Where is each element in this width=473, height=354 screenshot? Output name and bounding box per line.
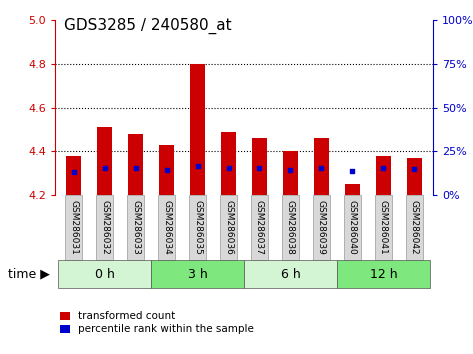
- Bar: [128, 134, 143, 195]
- Bar: [190, 64, 205, 195]
- Bar: [283, 151, 298, 195]
- Bar: [97, 127, 112, 195]
- Text: GSM286038: GSM286038: [286, 200, 295, 255]
- Bar: [58, 260, 151, 288]
- Bar: [252, 138, 267, 195]
- Text: 6 h: 6 h: [280, 268, 300, 280]
- Text: GDS3285 / 240580_at: GDS3285 / 240580_at: [64, 18, 232, 34]
- Text: 12 h: 12 h: [369, 268, 397, 280]
- Text: GSM286042: GSM286042: [410, 200, 419, 255]
- Point: [70, 169, 78, 175]
- Text: GSM286035: GSM286035: [193, 200, 202, 255]
- Text: GSM286034: GSM286034: [162, 200, 171, 255]
- Bar: [151, 260, 244, 288]
- Bar: [337, 260, 430, 288]
- Text: 0 h: 0 h: [95, 268, 114, 280]
- Bar: [96, 195, 113, 260]
- Point: [132, 165, 140, 171]
- Bar: [344, 195, 361, 260]
- Bar: [375, 195, 392, 260]
- Text: 3 h: 3 h: [188, 268, 207, 280]
- Text: GSM286032: GSM286032: [100, 200, 109, 255]
- Point: [318, 165, 325, 171]
- Bar: [127, 195, 144, 260]
- Bar: [407, 158, 422, 195]
- Bar: [406, 195, 423, 260]
- Point: [225, 165, 232, 171]
- Point: [349, 169, 356, 174]
- Text: GSM286040: GSM286040: [348, 200, 357, 255]
- Point: [411, 166, 418, 172]
- Bar: [345, 184, 360, 195]
- Bar: [251, 195, 268, 260]
- Bar: [66, 156, 81, 195]
- Bar: [376, 156, 391, 195]
- Legend: transformed count, percentile rank within the sample: transformed count, percentile rank withi…: [60, 311, 254, 334]
- Bar: [159, 145, 174, 195]
- Bar: [65, 195, 82, 260]
- Text: GSM286041: GSM286041: [379, 200, 388, 255]
- Bar: [314, 138, 329, 195]
- Point: [101, 165, 108, 171]
- Bar: [158, 195, 175, 260]
- Text: GSM286039: GSM286039: [317, 200, 326, 255]
- Bar: [220, 195, 237, 260]
- Bar: [313, 195, 330, 260]
- Point: [163, 168, 170, 173]
- Text: GSM286037: GSM286037: [255, 200, 264, 255]
- Bar: [221, 132, 236, 195]
- Bar: [244, 260, 337, 288]
- Text: GSM286031: GSM286031: [69, 200, 78, 255]
- Point: [256, 165, 263, 171]
- Point: [194, 163, 201, 169]
- Bar: [189, 195, 206, 260]
- Point: [380, 165, 387, 171]
- Text: time ▶: time ▶: [9, 268, 50, 280]
- Point: [287, 168, 294, 173]
- Text: GSM286033: GSM286033: [131, 200, 140, 255]
- Bar: [282, 195, 299, 260]
- Text: GSM286036: GSM286036: [224, 200, 233, 255]
